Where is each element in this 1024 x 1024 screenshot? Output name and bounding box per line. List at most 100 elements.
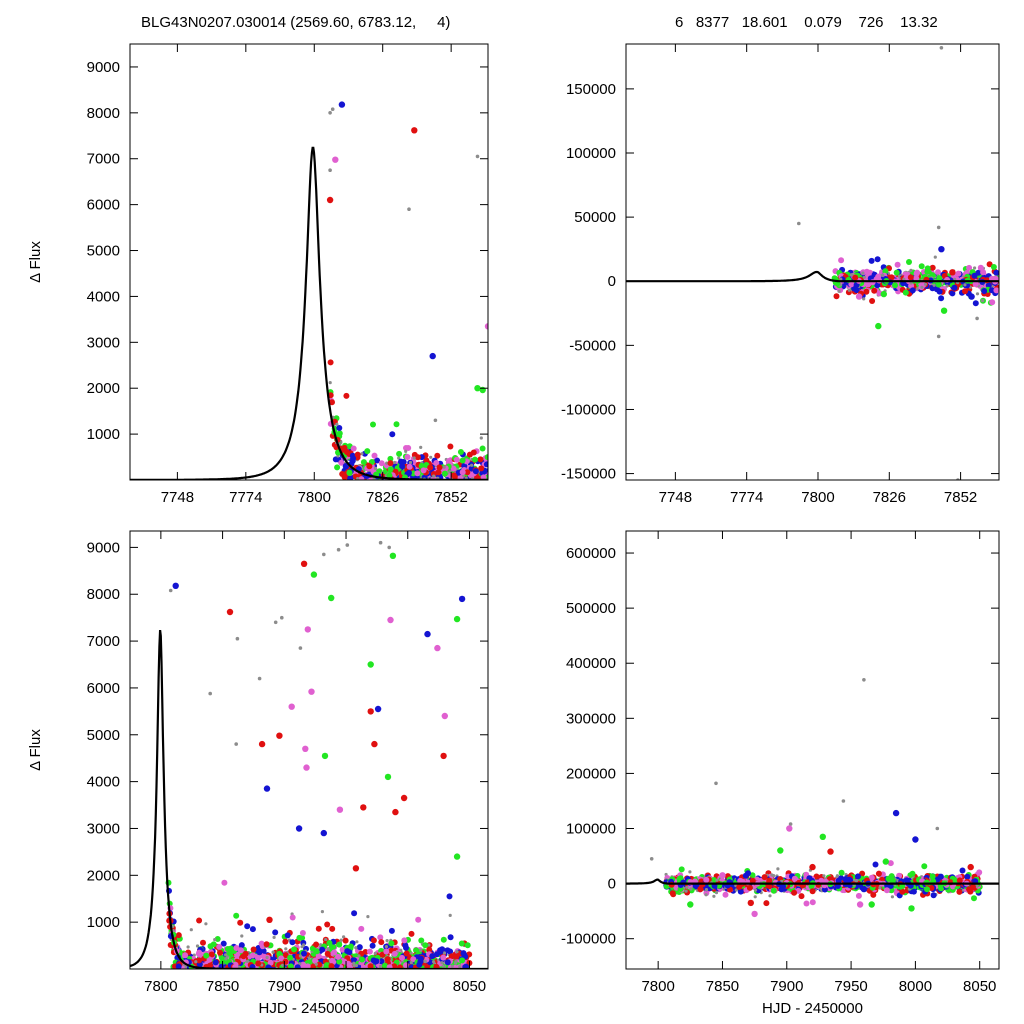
- data-point-red: [415, 454, 421, 461]
- x-tick-label: 8050: [453, 978, 486, 995]
- data-point-pink: [233, 945, 240, 951]
- data-point-gray: [448, 913, 452, 918]
- data-point-green: [908, 905, 915, 912]
- data-point-blue: [320, 829, 327, 837]
- data-point-red: [435, 469, 442, 476]
- data-point-blue: [265, 964, 272, 969]
- data-point-gray: [776, 867, 780, 871]
- data-point-gray: [881, 273, 885, 277]
- data-point-gray: [862, 297, 866, 301]
- data-point-gray: [688, 870, 692, 874]
- data-point-blue: [483, 461, 488, 468]
- data-point-gray: [822, 874, 826, 878]
- data-point-green: [936, 275, 943, 282]
- data-point-red: [392, 808, 399, 816]
- y-tick-label: 3000: [87, 820, 120, 837]
- data-point-red: [400, 794, 408, 802]
- data-point-red: [791, 889, 798, 896]
- data-point-pink: [403, 445, 409, 451]
- data-point-green: [458, 940, 465, 947]
- data-point-red: [426, 946, 433, 953]
- data-point-red: [384, 956, 391, 963]
- data-point-blue: [172, 582, 179, 589]
- data-point-blue: [446, 893, 453, 900]
- y-tick-label: -100000: [561, 401, 616, 418]
- data-point-blue: [374, 705, 382, 713]
- data-point-pink: [304, 626, 311, 633]
- data-point-gray: [225, 955, 229, 959]
- data-point-pink: [331, 949, 338, 956]
- data-point-pink: [703, 876, 710, 883]
- data-point-red: [466, 451, 473, 458]
- data-point-red: [371, 740, 378, 748]
- data-point-gray: [378, 964, 383, 969]
- data-point-pink: [371, 452, 378, 459]
- data-point-blue: [336, 425, 343, 431]
- y-tick-label: 4000: [87, 774, 120, 791]
- y-tick-label: 100000: [566, 145, 616, 162]
- data-point-green: [386, 472, 393, 479]
- axes-frame: [625, 43, 1000, 481]
- data-point-gray: [712, 894, 716, 898]
- data-point-pink: [980, 269, 987, 276]
- data-point-green: [464, 942, 471, 949]
- data-point-gray: [770, 873, 774, 877]
- y-tick-label: 5000: [87, 727, 120, 744]
- data-point-gray: [753, 895, 757, 899]
- data-point-gray: [320, 910, 324, 914]
- data-point-pink: [221, 879, 228, 886]
- y-tick-label: 2000: [87, 867, 120, 884]
- data-point-gray: [384, 945, 388, 949]
- data-point-blue: [462, 964, 469, 969]
- data-point-blue: [903, 877, 910, 884]
- data-point-red: [367, 963, 374, 969]
- data-point-gray: [419, 445, 423, 449]
- data-point-gray: [412, 456, 416, 460]
- data-point-green: [296, 934, 303, 941]
- data-point-pink: [434, 644, 441, 652]
- data-point-blue: [444, 959, 451, 966]
- data-point-blue: [988, 287, 995, 294]
- y-tick-label: 4000: [87, 288, 120, 305]
- x-tick-label: 7852: [944, 489, 977, 506]
- data-point-red: [403, 950, 410, 957]
- scatter-cloud: [165, 879, 473, 969]
- data-point-red: [276, 732, 283, 739]
- data-point-red: [433, 963, 440, 969]
- x-tick-label: 7900: [770, 978, 803, 995]
- data-point-blue: [937, 873, 944, 880]
- data-point-gray: [835, 874, 840, 878]
- data-point-gray: [909, 268, 913, 272]
- plot-area: [130, 540, 488, 969]
- data-point-red: [391, 963, 398, 969]
- data-point-blue: [429, 953, 436, 960]
- data-point-green: [393, 421, 400, 428]
- data-point-gray: [797, 221, 801, 226]
- data-point-red: [329, 399, 335, 406]
- data-point-pink: [453, 456, 460, 463]
- data-point-blue: [347, 475, 354, 480]
- data-point-green: [440, 936, 447, 943]
- data-point-gray: [442, 465, 446, 469]
- data-point-gray: [339, 938, 343, 942]
- y-tick-label: 200000: [566, 765, 616, 782]
- data-point-red: [354, 451, 361, 458]
- data-point-blue: [349, 452, 356, 459]
- data-point-gray: [328, 168, 332, 172]
- data-point-green: [940, 307, 948, 314]
- data-point-green: [472, 456, 478, 463]
- data-point-pink: [809, 899, 816, 906]
- x-tick-label: 7800: [298, 489, 331, 506]
- data-point-red: [447, 443, 454, 450]
- data-point-red: [237, 919, 244, 926]
- data-point-gray: [240, 934, 244, 938]
- data-point-red: [967, 888, 974, 895]
- data-point-blue: [912, 836, 919, 843]
- data-point-pink: [972, 281, 979, 288]
- data-point-red: [929, 264, 936, 271]
- y-tick-label: -150000: [561, 466, 616, 483]
- data-point-pink: [441, 712, 448, 720]
- data-point-red: [408, 930, 415, 937]
- data-point-pink: [459, 469, 466, 476]
- data-point-green: [838, 869, 845, 876]
